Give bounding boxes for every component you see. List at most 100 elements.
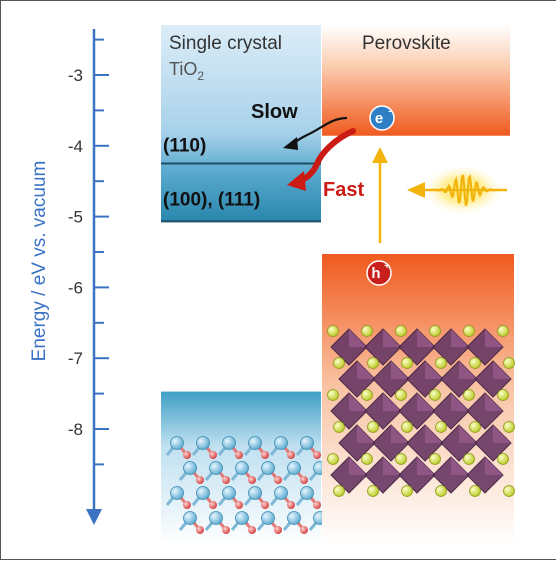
octahedron-face <box>451 329 469 347</box>
octahedron-face <box>425 425 443 443</box>
octahedron-face <box>425 361 443 379</box>
oxygen-atom <box>183 451 191 459</box>
oxygen-atom <box>313 501 321 509</box>
oxygen-atom <box>222 526 230 534</box>
titanium-atom <box>300 486 314 500</box>
oxygen-atom <box>261 451 269 459</box>
cation-atom <box>327 453 339 465</box>
octahedron-face <box>383 393 401 411</box>
light-pulse-icon <box>407 164 507 216</box>
octahedron-face <box>493 425 511 443</box>
oxygen-atom <box>209 451 217 459</box>
oxygen-atom <box>274 526 282 534</box>
titanium-atom <box>248 436 262 450</box>
tio2-title-line2: TiO2 <box>169 59 204 83</box>
titanium-atom <box>183 461 197 475</box>
oxygen-atom <box>300 476 308 484</box>
cation-atom <box>463 453 475 465</box>
oxygen-atom <box>235 451 243 459</box>
cation-atom <box>503 485 515 497</box>
octahedron-face <box>451 457 469 475</box>
cation-atom <box>367 421 379 433</box>
octahedron-face <box>459 425 477 443</box>
titanium-atom <box>300 436 314 450</box>
facet-110-label: (110) <box>163 136 206 157</box>
oxygen-atom <box>248 476 256 484</box>
octahedron-face <box>357 361 375 379</box>
titanium-atom <box>261 461 275 475</box>
cation-atom <box>497 453 509 465</box>
octahedron-face <box>485 329 503 347</box>
titanium-atom <box>287 511 301 525</box>
tick-label: -8 <box>68 420 83 439</box>
octahedron-face <box>485 457 503 475</box>
octahedron-face <box>417 457 435 475</box>
perovskite-conduction-band <box>322 25 510 136</box>
fast-label: Fast <box>323 179 364 201</box>
titanium-atom <box>235 461 249 475</box>
cation-atom <box>435 485 447 497</box>
cation-atom <box>367 357 379 369</box>
tick-label: -5 <box>68 208 83 227</box>
electron-marker: e - <box>369 105 395 131</box>
titanium-atom <box>183 511 197 525</box>
titanium-atom <box>235 511 249 525</box>
oxygen-atom <box>196 476 204 484</box>
cation-atom <box>395 389 407 401</box>
energy-axis-label: Energy / eV vs. vacuum <box>29 161 50 362</box>
cation-atom <box>503 357 515 369</box>
octahedron-face <box>383 329 401 347</box>
energy-axis-arrowhead <box>86 509 102 525</box>
oxygen-atom <box>287 501 295 509</box>
cation-atom <box>401 357 413 369</box>
oxygen-atom <box>287 451 295 459</box>
cation-atom <box>395 453 407 465</box>
cation-atom <box>327 325 339 337</box>
octahedron-face <box>493 361 511 379</box>
tick-label: -3 <box>68 66 83 85</box>
cation-atom <box>333 485 345 497</box>
axis-ticks: -3 -4 -5 -6 -7 -8 <box>68 38 109 466</box>
oxygen-atom <box>274 476 282 484</box>
tio2-conduction-band <box>161 25 321 222</box>
octahedron-face <box>485 393 503 411</box>
hole-marker: h + <box>366 260 392 286</box>
cation-atom <box>333 357 345 369</box>
oxygen-atom <box>248 526 256 534</box>
octahedron-face <box>417 329 435 347</box>
svg-text:e: e <box>375 110 383 127</box>
titanium-atom <box>170 436 184 450</box>
excitation-arrow <box>372 147 388 243</box>
oxygen-atom <box>209 501 217 509</box>
cation-atom <box>469 421 481 433</box>
perovskite-title: Perovskite <box>362 33 451 54</box>
cation-atom <box>435 357 447 369</box>
cation-atom <box>503 421 515 433</box>
titanium-atom <box>222 486 236 500</box>
slow-label: Slow <box>251 101 298 123</box>
tick-label: -7 <box>68 349 83 368</box>
oxygen-atom <box>261 501 269 509</box>
cation-atom <box>463 389 475 401</box>
tick-label: -6 <box>68 278 83 297</box>
cation-atom <box>463 325 475 337</box>
titanium-atom <box>196 436 210 450</box>
titanium-atom <box>170 486 184 500</box>
octahedron-face <box>459 361 477 379</box>
octahedron-face <box>349 393 367 411</box>
titanium-atom <box>248 486 262 500</box>
cation-atom <box>327 389 339 401</box>
cation-atom <box>497 325 509 337</box>
titanium-atom <box>274 486 288 500</box>
titanium-atom <box>274 436 288 450</box>
titanium-atom <box>261 511 275 525</box>
octahedron-face <box>417 393 435 411</box>
svg-text:h: h <box>371 265 380 282</box>
perovskite-crystal-structure-image <box>327 325 515 497</box>
oxygen-atom <box>196 526 204 534</box>
svg-text:+: + <box>384 261 390 272</box>
octahedron-face <box>391 425 409 443</box>
titanium-atom <box>222 436 236 450</box>
